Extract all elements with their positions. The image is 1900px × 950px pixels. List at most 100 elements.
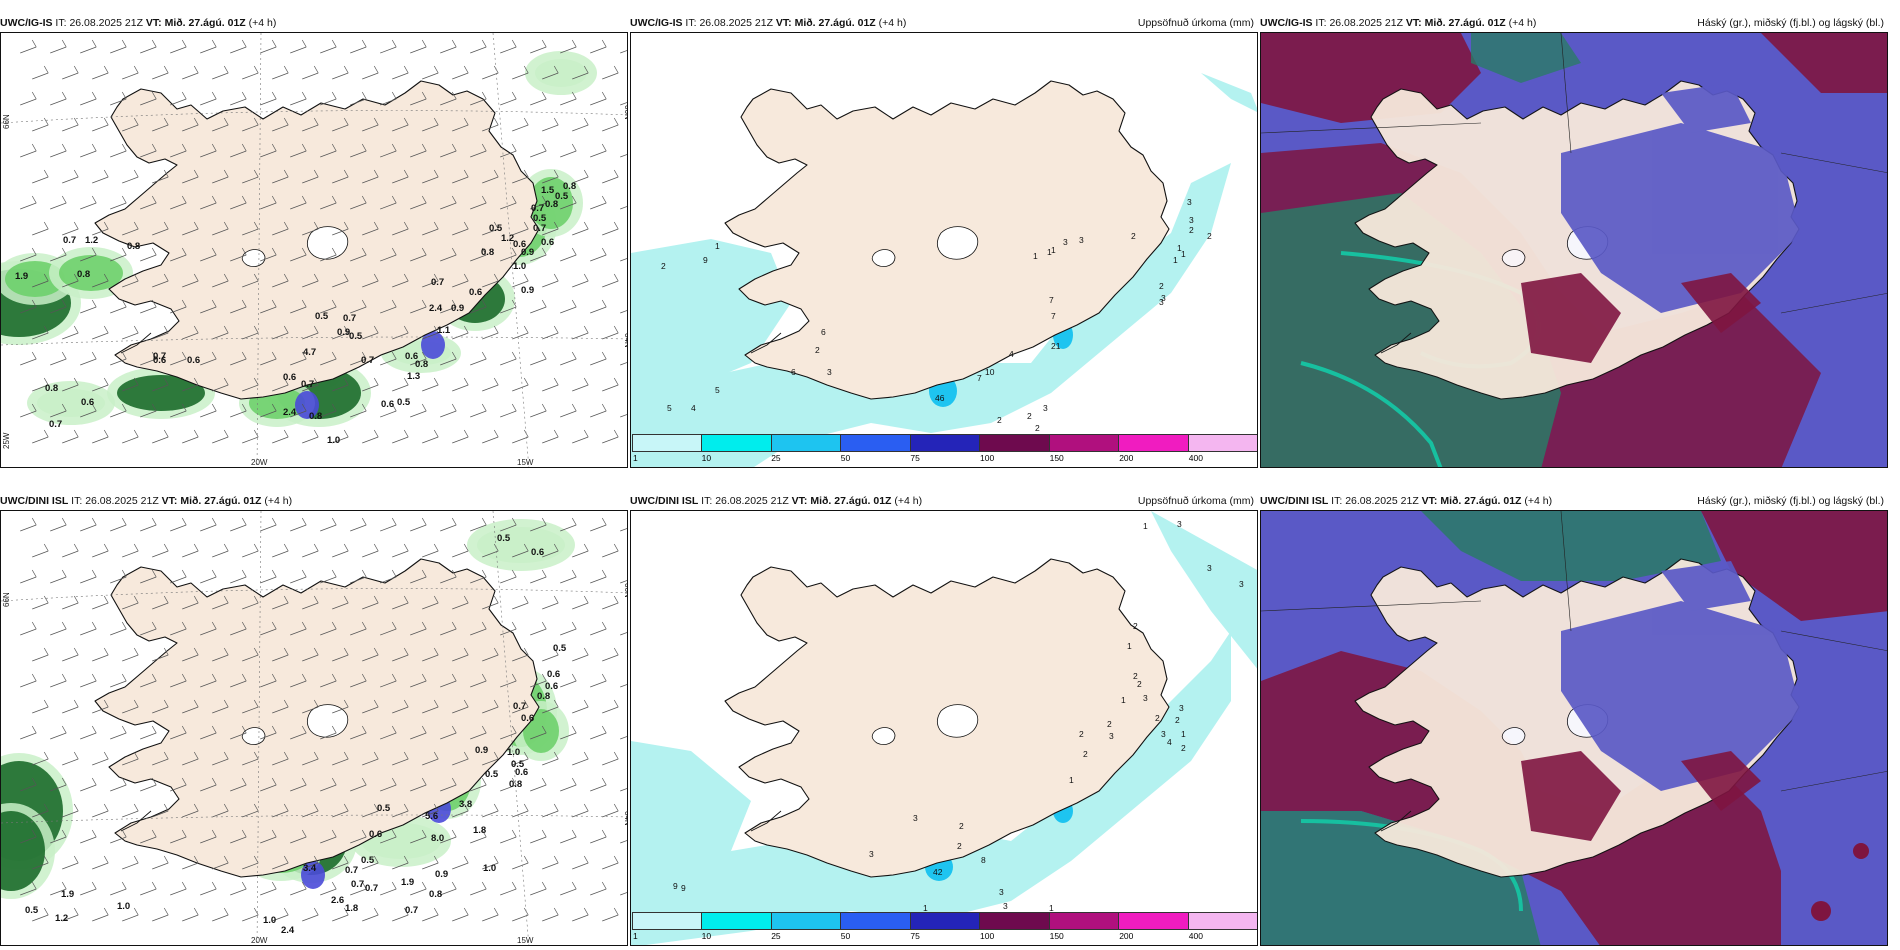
precip-rate-value: 0.9: [451, 303, 464, 314]
precip-rate-value: 3.8: [459, 799, 472, 810]
precip-rate-value: 0.5: [533, 213, 547, 224]
lat-label: 66N: [623, 105, 628, 120]
precip-accum-value: 2: [1189, 225, 1194, 235]
wind-barbs: [20, 517, 627, 922]
colorbar-swatch: [633, 435, 703, 451]
init-time-label: IT:: [55, 17, 67, 29]
valid-time-value: Mið. 27.ágú. 01Z: [164, 17, 246, 29]
colorbar-tick-label: 150: [1049, 453, 1064, 463]
lon-label: 15W: [517, 458, 534, 467]
precip-rate-value: 1.0: [513, 261, 526, 272]
precip-accum-value: 2: [1131, 231, 1136, 241]
precip-accum-value: 2: [815, 345, 820, 355]
precip-rate-value: 1.0: [507, 747, 520, 758]
precip-rate-value: 1.2: [55, 913, 68, 924]
precip-accum-value: 2: [1175, 715, 1180, 725]
heavy-precip-core: [421, 331, 445, 359]
precip-rate-value: 0.7: [301, 379, 314, 390]
precip-colorbar: 1 10 25 50 75 100 150 200 400: [632, 912, 1257, 942]
cloud-maroon-over-land: [1521, 273, 1761, 363]
colorbar-swatch: [1119, 435, 1189, 451]
valid-time-value: Mið. 27.ágú. 01Z: [1440, 495, 1522, 507]
precip-accum-value: 2: [1133, 621, 1138, 631]
precip-rate-value: 0.6: [153, 355, 166, 366]
precip-accum-value: 3: [1161, 729, 1166, 739]
value-labels: 133321223321243212322142833223139971: [653, 519, 1244, 929]
cloud-over-land: [1561, 561, 1801, 791]
field-description: Uppsöfnuð úrkoma (mm): [1137, 17, 1254, 29]
precip-rate-value: 1.1: [437, 325, 451, 336]
colorbar-swatch: [771, 435, 842, 451]
precip-rate-value: 0.5: [489, 223, 503, 234]
map-area[interactable]: [1260, 510, 1888, 946]
lead-time-value: (+4 h): [1508, 17, 1537, 29]
precip-accum-value: 2: [1137, 679, 1142, 689]
precip-rate-value: 0.6: [369, 829, 382, 840]
iceland-landmass: [724, 80, 1170, 400]
precip-accum-value: 1: [923, 903, 928, 913]
precip-accum-value: 46: [935, 393, 945, 403]
precip-rate-value: 0.9: [337, 327, 350, 338]
precip-accum-value: 9: [673, 881, 678, 891]
precip-rate-value: 0.7: [431, 277, 444, 288]
precip-rate-value: 1.0: [327, 435, 340, 446]
precip-accum-value: 2: [1155, 713, 1160, 723]
panel-model-label: UWC/DINI ISL: [1260, 495, 1329, 507]
precip-rate-value: 0.6: [545, 681, 558, 692]
panel-precip-igis: UWC/IG-IS IT: 26.08.2025 21Z VT: Mið. 27…: [630, 14, 1258, 468]
precip-accum-value: 2: [1035, 423, 1040, 433]
precip-rate-value: 0.8: [45, 383, 58, 394]
init-time-value: 26.08.2025 21Z: [715, 495, 789, 507]
valid-time-value: Mið. 27.ágú. 01Z: [1424, 17, 1506, 29]
precip-rate-value: 0.5: [315, 311, 329, 322]
precip-accum-value: 2: [1159, 281, 1164, 291]
panel-header: UWC/IG-IS IT: 26.08.2025 21Z VT: Mið. 27…: [1260, 14, 1888, 32]
precip-accum-value: 2: [1027, 411, 1032, 421]
precip-rate-value: 0.7: [345, 865, 358, 876]
colorbar-swatch: [1119, 913, 1189, 929]
precip-rate-value: 0.5: [361, 855, 375, 866]
precip-rate-value: 0.8: [509, 779, 522, 790]
map-area[interactable]: 2 9 1 6 2 3 5 5 4 6 46 10 7 4 2 2 3 2 21 7 7 1 1 1 3 3 2 2 3 3 1 1 1 2 3 3 2…: [630, 32, 1258, 468]
precip-accum-value: 3: [1177, 519, 1182, 529]
map-area[interactable]: 1333212233212432123221428332231399711102…: [630, 510, 1258, 946]
precip-rate-value: 0.9: [435, 869, 448, 880]
map-area[interactable]: 66N 66N 64N 20W 15W 0.5 0.6 0.5 0.6 0.6 0.8 0.7 0.6 0…: [0, 510, 628, 946]
precip-accum-value: 2: [1133, 671, 1138, 681]
value-labels: 0.50.60.50.60.60.80.70.60.90.50.81.00.50…: [25, 533, 567, 936]
iceland-landmass: [724, 558, 1170, 878]
precip-rate-value: 1.2: [501, 233, 514, 244]
precip-accum-value: 10: [985, 367, 995, 377]
map-canvas: [1261, 511, 1887, 945]
heavy-precip-core: [295, 391, 319, 419]
precip-rate-value: 0.6: [187, 355, 200, 366]
precip-rate-value: 0.8: [545, 199, 558, 210]
precip-rate-value: 0.5: [25, 905, 39, 916]
panel-cloud-dini: UWC/DINI ISL IT: 26.08.2025 21Z VT: Mið.…: [1260, 492, 1888, 946]
precip-accum-value: 42: [933, 867, 943, 877]
colorbar-tick-label: 25: [771, 931, 781, 941]
panel-wind-dini: UWC/DINI ISL IT: 26.08.2025 21Z VT: Mið.…: [0, 492, 628, 946]
precip-rate-value: 0.5: [553, 643, 567, 654]
map-area[interactable]: 66N 66N 64N 25W 20W 15W 1.9 0.7 1.2 0.8 0.7 0.6 0.8 0…: [0, 32, 628, 468]
precip-accum-value: 3: [913, 813, 918, 823]
precip-rate-value: 0.7: [343, 313, 356, 324]
precip-rate-value: 0.6: [513, 239, 526, 250]
map-area[interactable]: [1260, 32, 1888, 468]
colorbar-tick-label: 75: [910, 453, 920, 463]
colorbar-swatch: [980, 435, 1050, 451]
precip-rate-value: 0.7: [49, 419, 62, 430]
colorbar-tick-label: 400: [1188, 931, 1203, 941]
colorbar-tick-label: 200: [1119, 453, 1134, 463]
heavy-precip-core: [301, 861, 325, 889]
precip-rate-value: 0.5: [511, 759, 525, 770]
precip-accum-value: 1: [1033, 251, 1038, 261]
precip-rate-value: 0.7: [533, 223, 546, 234]
precip-rate-value: 2.4: [281, 925, 295, 936]
colorbar-swatch: [841, 913, 911, 929]
lead-time-value: (+4 h): [264, 495, 293, 507]
precip-rate-value: 2.4: [429, 303, 443, 314]
colorbar-tick-label: 1: [633, 931, 638, 941]
precip-accum-value: 6: [821, 327, 826, 337]
